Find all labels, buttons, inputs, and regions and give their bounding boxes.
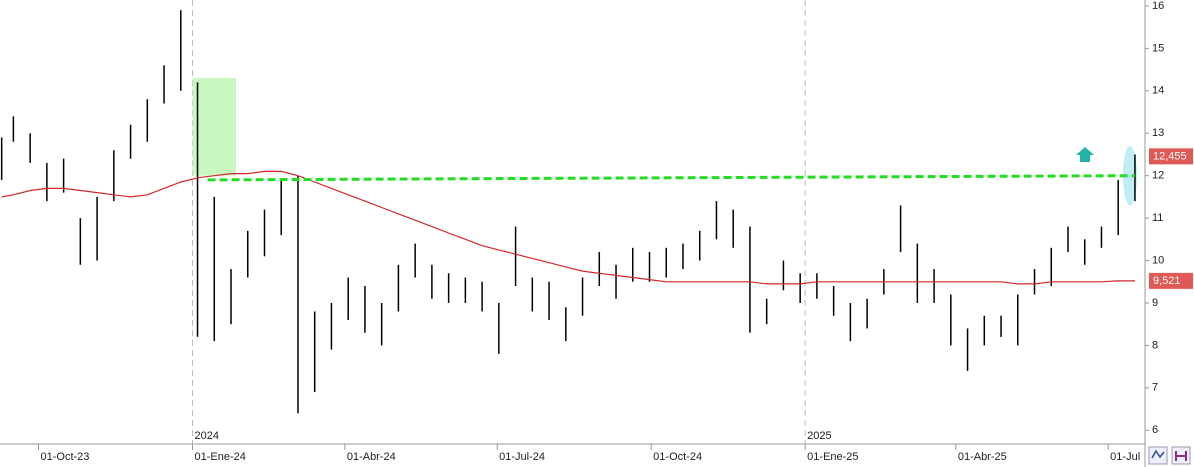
highlight bbox=[1122, 145, 1137, 206]
y-tick-label: 14 bbox=[1152, 85, 1164, 97]
y-tick-label: 6 bbox=[1152, 424, 1158, 436]
zone bbox=[192, 78, 237, 176]
year-label: 2025 bbox=[807, 430, 831, 442]
x-tick-label: 01-Jul-24 bbox=[499, 451, 545, 463]
y-tick-label: 12 bbox=[1152, 170, 1164, 182]
zoom-button[interactable] bbox=[1148, 446, 1168, 465]
y-tick-label: 15 bbox=[1152, 42, 1164, 54]
x-tick-label: 01-Ene-24 bbox=[195, 451, 246, 463]
x-tick-label: 01-Abr-25 bbox=[958, 451, 1007, 463]
x-tick-label: 01-Ene-25 bbox=[807, 451, 858, 463]
y-tick-label: 9 bbox=[1152, 297, 1158, 309]
resistance-line bbox=[207, 174, 1135, 182]
up-arrow bbox=[1076, 147, 1094, 162]
y-tick-label: 16 bbox=[1152, 0, 1164, 12]
moving-average bbox=[1, 170, 1135, 285]
y-tick-label: 10 bbox=[1152, 254, 1164, 266]
year-label: 2024 bbox=[195, 430, 219, 442]
y-tick-label: 13 bbox=[1152, 127, 1164, 139]
price-label-box bbox=[1149, 272, 1193, 289]
y-tick-label: 8 bbox=[1152, 339, 1158, 351]
price-label-box bbox=[1149, 148, 1193, 165]
y-tick-label: 11 bbox=[1152, 212, 1163, 224]
zoom-icon bbox=[1151, 449, 1165, 459]
settings-icon bbox=[1175, 451, 1187, 461]
price-label: 12,455 bbox=[1153, 150, 1187, 162]
x-tick-label: 01-Oct-23 bbox=[41, 451, 90, 463]
x-tick-label: 01-Jul bbox=[1110, 451, 1140, 463]
x-tick-label: 01-Abr-24 bbox=[347, 451, 396, 463]
y-tick-label: 7 bbox=[1152, 382, 1158, 394]
price-label: 9,521 bbox=[1153, 275, 1181, 287]
x-tick-label: 01-Oct-24 bbox=[653, 451, 702, 463]
